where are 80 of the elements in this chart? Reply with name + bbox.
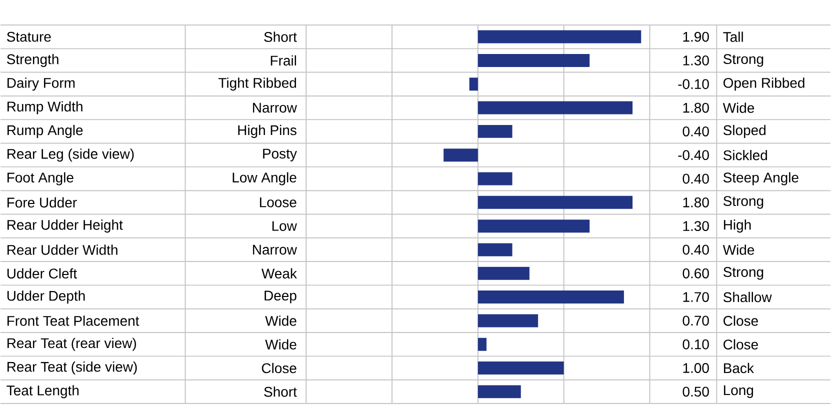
text: Wide — [722, 244, 754, 255]
text: High Pins — [238, 124, 296, 138]
text: Tall — [723, 32, 743, 42]
bar — [478, 220, 590, 233]
bar — [478, 362, 564, 375]
text: Loose — [260, 198, 296, 208]
text: Narrow — [253, 102, 297, 113]
y-tick-label: Rear Leg (side view) — [8, 148, 134, 162]
text: Short — [264, 32, 297, 42]
data-label: 0.60 — [682, 268, 709, 278]
y-tick-label: Rump Width — [8, 101, 82, 114]
data-label: 1.30 — [683, 221, 709, 232]
data-label: 0.40 — [682, 174, 709, 184]
text: Close — [724, 339, 758, 350]
y-tick-label: Rear Udder Width — [8, 244, 118, 255]
text: Wide — [265, 316, 296, 326]
bar — [478, 172, 512, 186]
data-label: 1.90 — [683, 32, 709, 42]
text: Back — [724, 362, 754, 374]
text: Sloped — [723, 124, 766, 138]
y-tick-label: Rear Teat (side view) — [8, 361, 137, 375]
data-label: 0.10 — [682, 339, 709, 350]
bar — [478, 124, 512, 138]
text: Sickled — [723, 150, 768, 160]
bar — [444, 148, 478, 162]
bar — [478, 54, 590, 67]
text: Weak — [262, 268, 297, 279]
y-tick-label: Rear Udder Height — [8, 220, 123, 233]
data-label: 1.00 — [683, 363, 709, 373]
bar — [478, 243, 512, 256]
data-label: 0.70 — [682, 316, 709, 326]
text: Strong — [723, 196, 764, 209]
y-tick-label: Fore Udder — [8, 197, 77, 208]
data-label: 1.70 — [683, 292, 709, 302]
y-tick-label: Udder Depth — [7, 290, 85, 304]
data-label: 1.30 — [683, 55, 709, 66]
text: Strong — [723, 267, 764, 280]
data-label: 0.40 — [682, 126, 709, 136]
text: Open Ribbed — [723, 78, 804, 91]
bar — [478, 266, 530, 280]
y-tick-label: Stature — [7, 32, 51, 42]
text: Tight Ribbed — [218, 78, 296, 91]
bar — [478, 30, 642, 44]
data-label: 0.40 — [682, 244, 709, 255]
text: Steep Angle — [723, 172, 798, 186]
text: Deep — [264, 290, 296, 304]
y-tick-label: Udder Cleft — [7, 268, 77, 279]
text: High — [724, 220, 751, 233]
y-tick-label: Teat Length — [6, 385, 79, 398]
text: Long — [724, 385, 754, 398]
y-tick-label: Rump Angle — [8, 124, 83, 138]
y-tick-label: Rear Teat (rear view) — [8, 338, 136, 351]
text: Strong — [723, 54, 764, 67]
data-label: -0.10 — [678, 79, 709, 90]
text: Low Angle — [232, 172, 296, 186]
y-tick-label: Dairy Form — [8, 78, 75, 91]
bar — [478, 338, 487, 351]
bar — [478, 385, 521, 398]
text: Shallow — [723, 292, 772, 302]
bar — [478, 101, 633, 114]
bar — [469, 78, 478, 91]
bar — [478, 196, 633, 209]
text: Wide — [722, 102, 754, 113]
text: Frail — [270, 55, 296, 66]
text: Posty — [263, 148, 297, 162]
y-tick-label: Front Teat Placement — [8, 316, 140, 326]
text: Close — [262, 362, 296, 374]
y-tick-label: Strength — [7, 54, 58, 67]
data-label: 1.80 — [683, 197, 709, 208]
data-label: -0.40 — [678, 150, 709, 160]
y-tick-label: Foot Angle — [8, 172, 74, 186]
data-label: 0.50 — [682, 386, 709, 397]
text: Low — [272, 221, 297, 231]
text: Close — [724, 316, 758, 326]
data-label: 1.80 — [683, 102, 709, 113]
text: Short — [264, 386, 297, 397]
bar — [478, 314, 538, 328]
text: Wide — [265, 339, 296, 350]
text: Narrow — [253, 244, 297, 255]
bar — [478, 290, 624, 304]
